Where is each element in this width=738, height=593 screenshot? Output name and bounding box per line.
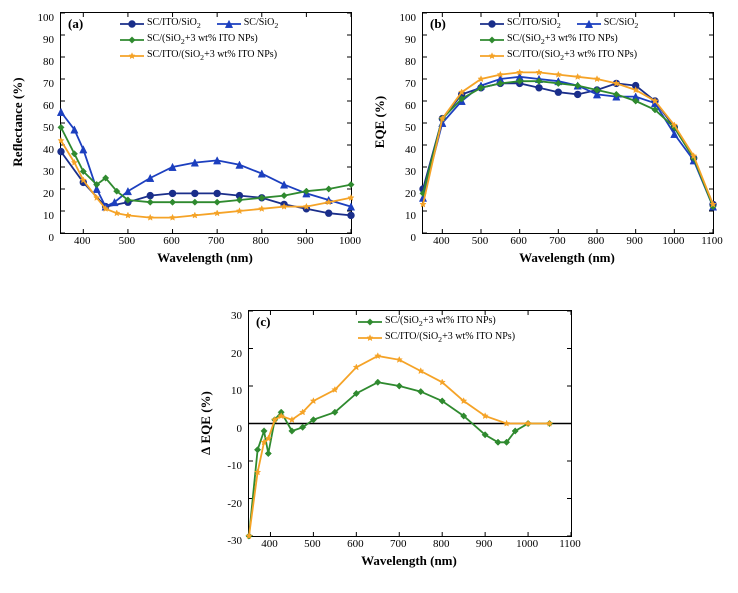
legend-item: SC/ITO/(SiO2+3 wt% ITO NPs)	[480, 48, 637, 64]
xtick-label: 800	[588, 235, 605, 247]
xtick-label: 800	[433, 538, 450, 550]
legend-label: SC/ITO/SiO2	[147, 16, 201, 32]
xtick-label: 1000	[662, 235, 684, 247]
xtick-label: 700	[208, 235, 225, 247]
legend-item: SC/(SiO2+3 wt% ITO NPs)	[120, 32, 258, 48]
legend-label: SC/(SiO2+3 wt% ITO NPs)	[385, 314, 496, 330]
legend-label: SC/ITO/SiO2	[507, 16, 561, 32]
legend-item: SC/ITO/(SiO2+3 wt% ITO NPs)	[358, 330, 515, 346]
panel-tag-c: (c)	[256, 314, 270, 330]
legend-item: SC/ITO/SiO2	[480, 16, 561, 32]
legend-item: SC/(SiO2+3 wt% ITO NPs)	[480, 32, 618, 48]
xlabel-c: Wavelength (nm)	[361, 553, 457, 569]
xtick-label: 700	[390, 538, 407, 550]
ylabel-a: Reflectance (%)	[10, 77, 26, 166]
legend-item: SC/(SiO2+3 wt% ITO NPs)	[358, 314, 496, 330]
xtick-label: 800	[253, 235, 270, 247]
legend-item: SC/SiO2	[217, 16, 278, 32]
xtick-label: 900	[626, 235, 643, 247]
legend-a: SC/ITO/SiO2 SC/SiO2SC/(SiO2+3 wt% ITO NPs…	[120, 16, 278, 64]
ylabel-c: Δ EQE (%)	[198, 391, 214, 455]
legend-label: SC/(SiO2+3 wt% ITO NPs)	[147, 32, 258, 48]
legend-c: SC/(SiO2+3 wt% ITO NPs)SC/ITO/(SiO2+3 wt…	[358, 314, 515, 346]
xtick-label: 1000	[516, 538, 538, 550]
xtick-label: 400	[433, 235, 450, 247]
legend-item: SC/ITO/(SiO2+3 wt% ITO NPs)	[120, 48, 277, 64]
xtick-label: 1100	[701, 235, 723, 247]
xtick-label: 700	[549, 235, 566, 247]
legend-label: SC/SiO2	[244, 16, 278, 32]
legend-item: SC/ITO/SiO2	[120, 16, 201, 32]
xtick-label: 500	[304, 538, 321, 550]
xtick-label: 1000	[339, 235, 361, 247]
xtick-label: 500	[472, 235, 489, 247]
xtick-label: 900	[476, 538, 493, 550]
legend-item: SC/SiO2	[577, 16, 638, 32]
xtick-label: 400	[74, 235, 91, 247]
xtick-label: 600	[510, 235, 527, 247]
legend-label: SC/(SiO2+3 wt% ITO NPs)	[507, 32, 618, 48]
xtick-label: 1100	[559, 538, 581, 550]
panel-tag-b: (b)	[430, 16, 446, 32]
legend-label: SC/ITO/(SiO2+3 wt% ITO NPs)	[385, 330, 515, 346]
xtick-label: 600	[347, 538, 364, 550]
legend-label: SC/ITO/(SiO2+3 wt% ITO NPs)	[147, 48, 277, 64]
panel-tag-a: (a)	[68, 16, 83, 32]
legend-label: SC/ITO/(SiO2+3 wt% ITO NPs)	[507, 48, 637, 64]
xlabel-b: Wavelength (nm)	[519, 250, 615, 266]
xtick-label: 400	[261, 538, 278, 550]
xtick-label: 500	[119, 235, 136, 247]
legend-b: SC/ITO/SiO2 SC/SiO2SC/(SiO2+3 wt% ITO NPs…	[480, 16, 638, 64]
xtick-label: 900	[297, 235, 314, 247]
ylabel-b: EQE (%)	[372, 96, 388, 148]
xtick-label: 600	[163, 235, 180, 247]
legend-label: SC/SiO2	[604, 16, 638, 32]
xlabel-a: Wavelength (nm)	[157, 250, 253, 266]
